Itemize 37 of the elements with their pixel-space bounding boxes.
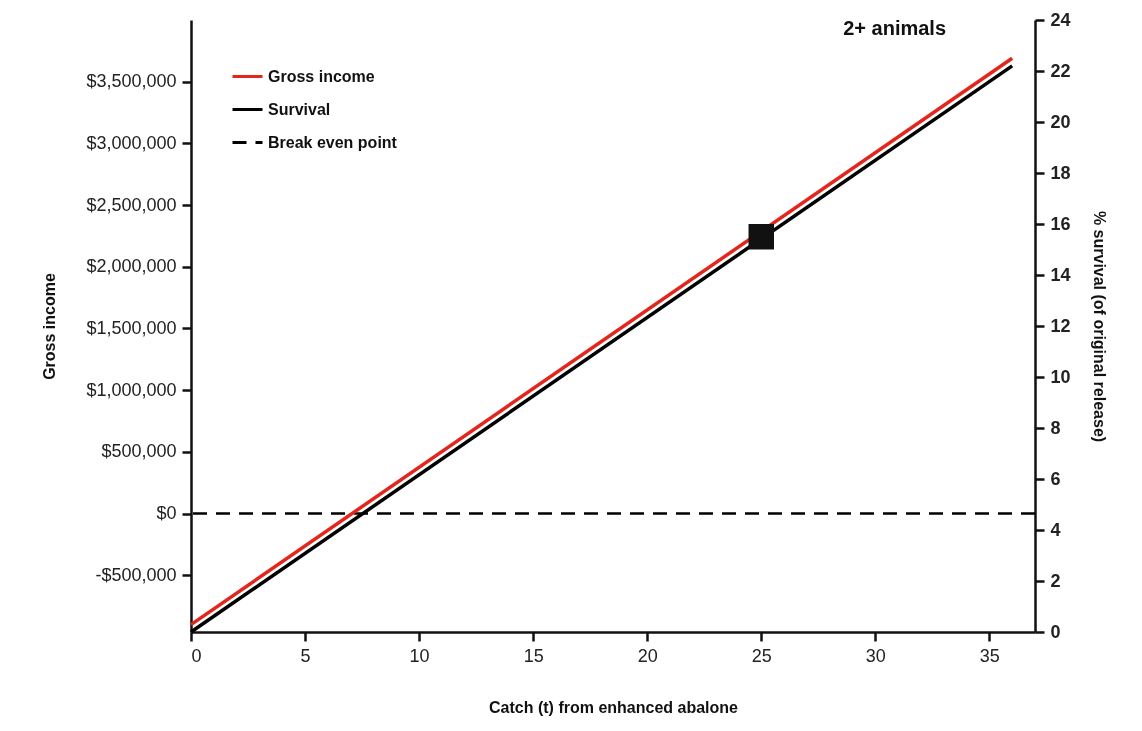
- y-tick-label: $2,500,000: [86, 194, 177, 215]
- y2-tick-label: 24: [1050, 9, 1071, 30]
- y2-tick-label: 8: [1050, 417, 1061, 438]
- y2-tick-label: 0: [1050, 621, 1061, 642]
- legend-label: Break even point: [268, 133, 398, 151]
- y-tick-label: $1,500,000: [86, 317, 177, 338]
- chart-title: 2+ animals: [843, 17, 947, 39]
- y2-tick-label: 16: [1050, 213, 1071, 234]
- y-tick-label: $1,000,000: [86, 379, 177, 400]
- x-tick-label: 15: [523, 645, 544, 666]
- y-tick-label: $500,000: [101, 441, 177, 462]
- y2-tick-label: 6: [1050, 468, 1061, 489]
- y2-axis-title: % survival (of original release): [1090, 210, 1108, 443]
- y2-tick-label: 12: [1050, 315, 1071, 336]
- y2-tick-label: 10: [1050, 366, 1071, 387]
- legend-label: Gross income: [268, 67, 375, 85]
- x-tick-label: 30: [865, 645, 886, 666]
- x-tick-label: 25: [751, 645, 772, 666]
- y-tick-label: $2,000,000: [86, 256, 177, 277]
- y-tick-label: -$500,000: [95, 564, 177, 585]
- y2-tick-label: 20: [1050, 111, 1071, 132]
- y2-tick-label: 22: [1050, 60, 1071, 81]
- x-tick-label: 0: [191, 645, 202, 666]
- x-axis-title: Catch (t) from enhanced abalone: [489, 698, 739, 716]
- y2-tick-label: 18: [1050, 162, 1071, 183]
- x-tick-label: 20: [637, 645, 658, 666]
- y-axis-title: Gross income: [41, 273, 59, 380]
- y-tick-label: $0: [156, 503, 177, 524]
- x-tick-label: 35: [979, 645, 1000, 666]
- y2-tick-label: 4: [1050, 519, 1061, 540]
- y2-tick-label: 2: [1050, 570, 1061, 591]
- y-tick-label: $3,000,000: [86, 132, 177, 153]
- x-tick-label: 10: [409, 645, 430, 666]
- y2-tick-label: 14: [1050, 264, 1071, 285]
- legend-label: Survival: [268, 100, 331, 118]
- y-tick-label: $3,500,000: [86, 71, 177, 92]
- x-tick-label: 5: [300, 645, 311, 666]
